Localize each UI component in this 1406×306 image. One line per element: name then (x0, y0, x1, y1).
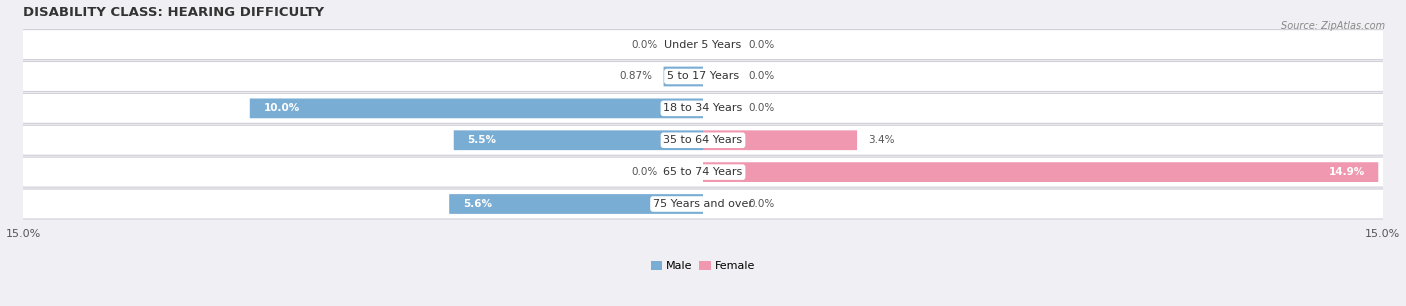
Text: Under 5 Years: Under 5 Years (665, 39, 741, 50)
FancyBboxPatch shape (20, 30, 1386, 60)
Text: 10.0%: 10.0% (263, 103, 299, 113)
Text: 0.0%: 0.0% (631, 167, 658, 177)
Text: 3.4%: 3.4% (869, 135, 896, 145)
FancyBboxPatch shape (20, 62, 1386, 91)
Text: 65 to 74 Years: 65 to 74 Years (664, 167, 742, 177)
Text: 5 to 17 Years: 5 to 17 Years (666, 72, 740, 81)
Legend: Male, Female: Male, Female (647, 256, 759, 275)
Text: 5.6%: 5.6% (463, 199, 492, 209)
FancyBboxPatch shape (449, 194, 703, 214)
FancyBboxPatch shape (454, 130, 703, 150)
FancyBboxPatch shape (20, 157, 1386, 187)
Text: 35 to 64 Years: 35 to 64 Years (664, 135, 742, 145)
Text: 0.0%: 0.0% (748, 39, 775, 50)
FancyBboxPatch shape (664, 67, 703, 86)
Text: DISABILITY CLASS: HEARING DIFFICULTY: DISABILITY CLASS: HEARING DIFFICULTY (22, 6, 325, 19)
Text: 75 Years and over: 75 Years and over (652, 199, 754, 209)
FancyBboxPatch shape (20, 93, 1386, 123)
Text: 0.0%: 0.0% (748, 103, 775, 113)
FancyBboxPatch shape (250, 99, 703, 118)
FancyBboxPatch shape (703, 162, 1378, 182)
Text: 0.87%: 0.87% (619, 72, 652, 81)
Text: 0.0%: 0.0% (748, 72, 775, 81)
Text: Source: ZipAtlas.com: Source: ZipAtlas.com (1281, 21, 1385, 32)
Text: 18 to 34 Years: 18 to 34 Years (664, 103, 742, 113)
FancyBboxPatch shape (20, 189, 1386, 219)
Text: 5.5%: 5.5% (467, 135, 496, 145)
Text: 0.0%: 0.0% (631, 39, 658, 50)
Text: 0.0%: 0.0% (748, 199, 775, 209)
FancyBboxPatch shape (703, 130, 858, 150)
FancyBboxPatch shape (20, 125, 1386, 155)
Text: 14.9%: 14.9% (1329, 167, 1365, 177)
